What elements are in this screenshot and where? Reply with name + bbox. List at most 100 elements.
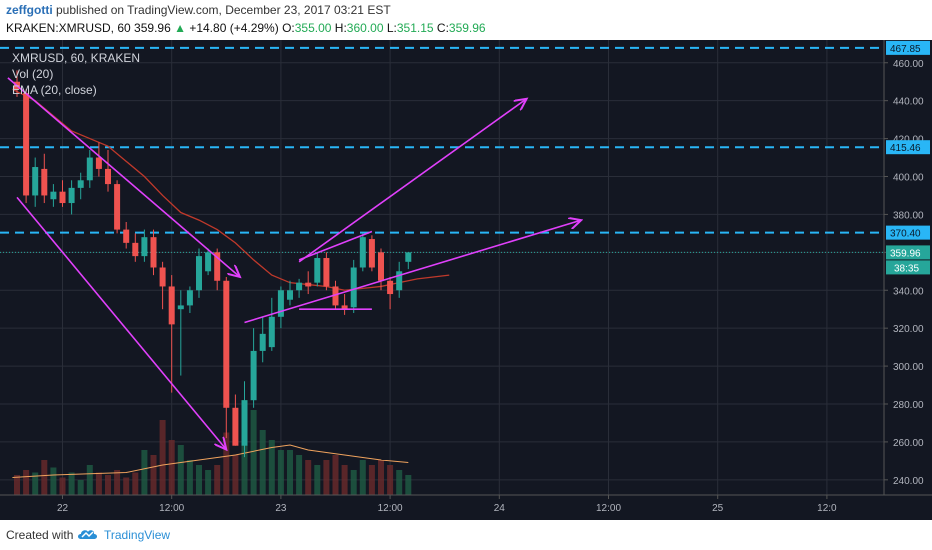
volume-bar (277, 450, 284, 495)
price-line-tag-bg (886, 40, 930, 55)
candle-body (23, 93, 30, 196)
volume-bar (396, 470, 403, 495)
chart-legend: XMRUSD, 60, KRAKEN Vol (20) EMA (20, clo… (12, 50, 140, 98)
time-tick-label: 24 (494, 503, 506, 514)
candle-body (150, 237, 157, 268)
up-arrow-icon: ▲ (174, 21, 186, 35)
trend-arrow (298, 99, 526, 263)
footer: Created with TradingView (0, 520, 932, 550)
last-price-tag-bg (886, 245, 930, 260)
candle-body (105, 168, 111, 185)
candle-body (332, 286, 339, 306)
legend-symbol: XMRUSD, 60, KRAKEN (12, 51, 141, 65)
volume-bar (86, 465, 93, 495)
trend-arrow (16, 196, 226, 449)
volume-bar (268, 440, 275, 495)
candle-body (405, 252, 412, 262)
candle-body (41, 168, 48, 196)
volume-bar (214, 465, 221, 495)
symbol-line: KRAKEN:XMRUSD, 60 359.96 ▲ +14.80 (+4.29… (6, 21, 486, 35)
volume-bar (141, 450, 148, 495)
candle-body (59, 191, 66, 204)
volume-bar (332, 455, 339, 495)
candle-body (259, 333, 266, 351)
price-tick-label: 240.00 (893, 476, 924, 487)
volume-bar (77, 480, 84, 495)
price-tick-label: 460.00 (893, 59, 924, 70)
price-tick-label: 260.00 (893, 438, 924, 449)
candle-body (268, 316, 275, 348)
candle-body (123, 229, 130, 243)
volume-bar (287, 450, 293, 495)
volume-bar (68, 472, 75, 495)
legend-volume: Vol (20) (12, 67, 54, 81)
price-line-tag-bg (886, 225, 930, 240)
candle-body (159, 267, 166, 287)
candle-body (323, 258, 330, 287)
volume-bar (323, 460, 330, 495)
candle-body (86, 157, 93, 181)
volume-bar (114, 470, 121, 495)
candle-body (341, 305, 348, 310)
publish-line: zeffgotti published on TradingView.com, … (6, 3, 391, 17)
price-change: +14.80 (+4.29%) (189, 21, 279, 35)
low-label: L: (386, 21, 397, 35)
price-tick-label: 300.00 (893, 362, 924, 373)
trend-arrow (244, 220, 582, 324)
volume-bar (32, 472, 39, 495)
volume-bar (341, 465, 348, 495)
price-line-tag: 467.85 (890, 44, 921, 55)
price-line-tag: 370.40 (890, 229, 921, 240)
volume-bar (186, 460, 193, 495)
volume-bar (59, 477, 66, 495)
price-tick-label: 320.00 (893, 324, 924, 335)
volume-bar (405, 475, 412, 495)
candle-body (95, 157, 102, 169)
price-line-tag: 415.46 (890, 143, 921, 154)
high-label: H: (334, 21, 347, 35)
price-line-tag-bg (886, 140, 930, 155)
candle-body (359, 237, 366, 268)
candle-body (305, 282, 312, 287)
volume-ma-line (12, 444, 409, 478)
countdown-tag-bg (886, 260, 930, 275)
legend-ema: EMA (20, close) (12, 83, 97, 97)
candle-body (223, 280, 230, 408)
author-link[interactable]: zeffgotti (6, 3, 53, 17)
candle-body (378, 252, 384, 281)
price-tick-label: 440.00 (893, 97, 924, 108)
volume-bar (232, 455, 239, 495)
candle-body (50, 191, 57, 200)
volume-bar (177, 445, 184, 495)
volume-bar (259, 430, 266, 495)
volume-bar (387, 465, 394, 495)
volume-bar (350, 470, 357, 495)
trend-arrow (7, 77, 240, 277)
candle-body (350, 267, 357, 308)
candle-body (196, 256, 202, 291)
candlestick-chart[interactable]: 240.00260.00280.00300.00320.00340.00360.… (0, 40, 932, 520)
close-label: C: (436, 21, 449, 35)
volume-bar (196, 465, 202, 495)
high-value: 360.00 (346, 21, 384, 35)
volume-bar (95, 472, 102, 495)
candle-body (287, 290, 293, 300)
volume-bar (50, 467, 57, 495)
volume-bar (105, 475, 111, 495)
price-tick-label: 380.00 (893, 210, 924, 221)
chart-header: zeffgotti published on TradingView.com, … (0, 0, 932, 40)
volume-bar (305, 460, 312, 495)
candle-body (77, 180, 84, 188)
chart-area[interactable]: 240.00260.00280.00300.00320.00340.00360.… (0, 40, 932, 520)
volume-bar (314, 465, 321, 495)
volume-bar (368, 465, 375, 495)
time-tick-label: 25 (712, 503, 724, 514)
last-price: 359.96 (134, 21, 171, 35)
time-tick-label: 12:00 (378, 503, 403, 514)
price-tick-label: 280.00 (893, 400, 924, 411)
candle-body (250, 350, 257, 401)
candle-body (141, 237, 148, 257)
price-tick-label: 340.00 (893, 286, 924, 297)
tradingview-brand-link[interactable]: TradingView (104, 528, 171, 542)
volume-bar (41, 460, 48, 495)
